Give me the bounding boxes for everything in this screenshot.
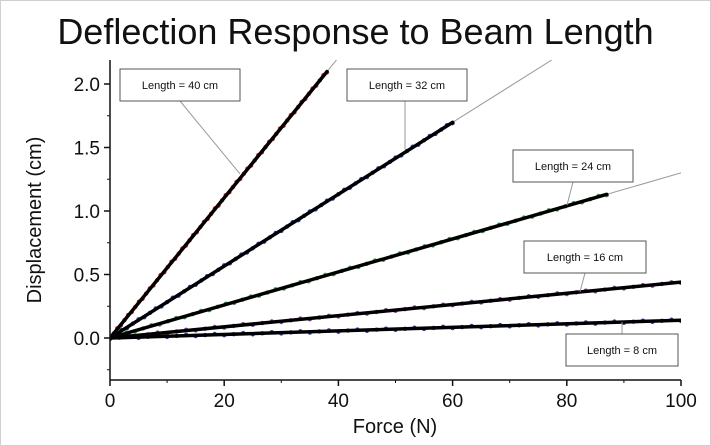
fit-line (110, 120, 455, 340)
x-tick-label: 80 (556, 391, 577, 412)
annotation-leader (179, 100, 241, 175)
y-tick-label: 2.0 (74, 75, 100, 96)
annotation-box (512, 149, 634, 183)
annotation-label: Length = 40 cm (142, 80, 218, 92)
annotation-box (119, 68, 241, 102)
fit-line (110, 192, 609, 340)
annotation-box (565, 333, 679, 367)
y-axis-label: Displacement (cm) (24, 137, 46, 304)
y-tick-label: 1.5 (74, 139, 100, 160)
fit-line (110, 318, 681, 340)
y-tick-label: 0.5 (74, 266, 100, 287)
annotation-leader (579, 272, 586, 292)
plot-clip-group (110, 60, 681, 341)
x-tick-label: 0 (105, 391, 116, 412)
annotation-label: Length = 16 cm (547, 252, 623, 264)
plot-area (110, 60, 681, 341)
x-tick-label: 20 (214, 391, 235, 412)
x-tick-label: 60 (442, 391, 463, 412)
x-tick-label: 100 (665, 391, 697, 412)
annotations: Length = 40 cm Length = 32 cm Length = 24 … (119, 68, 679, 367)
x-axis-label: Force (N) (353, 416, 437, 438)
chart-title: Deflection Response to Beam Length (57, 11, 654, 52)
fit-line (110, 69, 329, 340)
y-tick-label: 1.0 (74, 202, 100, 223)
annotation-leader (566, 181, 574, 206)
annotation-box (523, 240, 647, 274)
annotation-label: Length = 8 cm (587, 345, 657, 357)
axes: 0 20 40 60 80 100 0.0 0.5 1.0 1.5 2.0 (74, 60, 697, 412)
annotation-label: Length = 32 cm (369, 80, 445, 92)
y-tick-label: 0.0 (74, 329, 100, 350)
annotation-label: Length = 24 cm (535, 161, 611, 173)
fit-line (110, 280, 681, 340)
x-tick-label: 40 (328, 391, 349, 412)
annotation-box (346, 68, 468, 102)
